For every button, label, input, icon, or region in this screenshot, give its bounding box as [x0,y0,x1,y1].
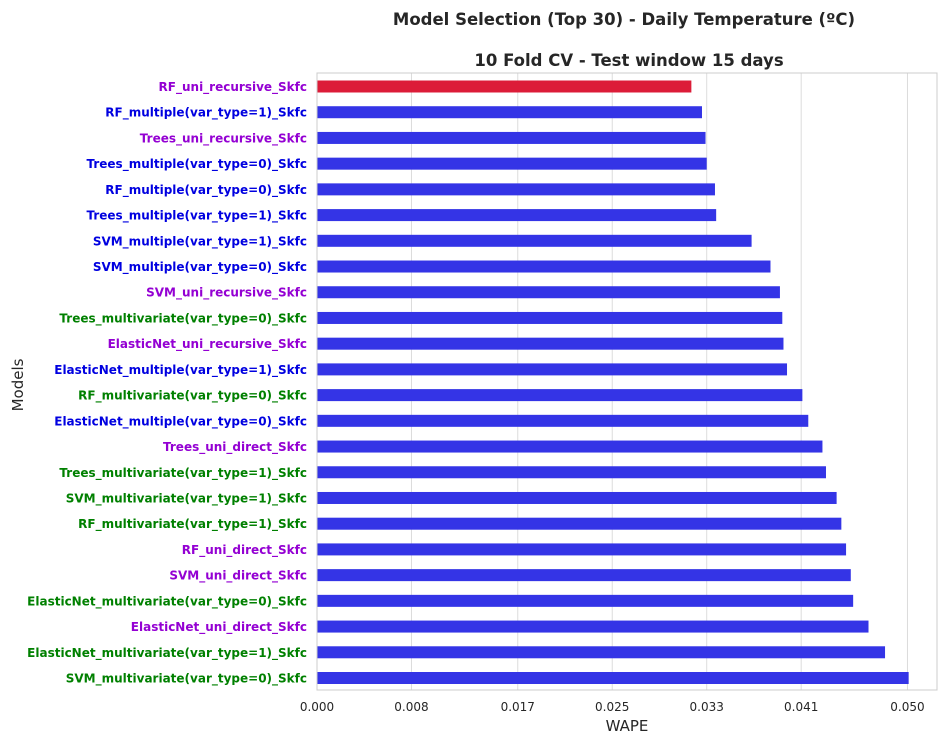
bar [317,106,702,119]
category-label: SVM_multiple(var_type=1)_Skfc [93,234,307,249]
bar [317,517,842,530]
category-label: ElasticNet_uni_recursive_Skfc [108,337,307,352]
category-label: ElasticNet_multivariate(var_type=0)_Skfc [27,594,307,609]
x-tick-label: 0.041 [784,700,818,714]
bar [317,311,783,324]
category-label: SVM_uni_direct_Skfc [169,569,307,584]
chart-subtitle: 10 Fold CV - Test window 15 days [474,51,783,70]
x-tick-label: 0.017 [501,700,535,714]
y-axis-title: Models [9,358,27,411]
category-label: RF_multivariate(var_type=0)_Skfc [78,389,307,404]
bar [317,260,771,273]
chart-title: Model Selection (Top 30) - Daily Tempera… [393,10,855,29]
category-label: RF_uni_recursive_Skfc [159,80,307,95]
bar [317,157,707,170]
category-label: ElasticNet_multivariate(var_type=1)_Skfc [27,646,307,661]
x-tick-labels: 0.000 0.008 0.017 0.025 0.033 0.041 0.050 [300,700,925,714]
x-tick-label: 0.025 [595,700,629,714]
x-tick-label: 0.033 [690,700,724,714]
bar [317,646,886,659]
category-label: SVM_multivariate(var_type=0)_Skfc [66,672,307,687]
bar [317,543,847,556]
bars [317,80,909,684]
category-label: ElasticNet_uni_direct_Skfc [131,620,307,635]
category-label: SVM_uni_recursive_Skfc [146,286,307,301]
category-label: RF_multiple(var_type=0)_Skfc [105,183,307,198]
bar [317,594,854,607]
bar [317,183,715,196]
bar [317,491,837,504]
bar [317,389,803,402]
plot-frame [316,72,938,691]
category-label: SVM_multiple(var_type=0)_Skfc [93,260,307,275]
category-label: SVM_multivariate(var_type=1)_Skfc [66,491,307,506]
category-label: ElasticNet_multiple(var_type=1)_Skfc [54,363,307,378]
bar [317,80,692,93]
bar [317,620,869,633]
category-label: RF_uni_direct_Skfc [182,543,307,558]
x-axis-title: WAPE [606,717,649,735]
category-label: Trees_multivariate(var_type=0)_Skfc [59,311,307,326]
bar [317,440,823,453]
x-tick-label: 0.008 [394,700,428,714]
category-label: Trees_multivariate(var_type=1)_Skfc [59,466,307,481]
category-label: RF_multivariate(var_type=1)_Skfc [78,517,307,532]
grid-lines [316,73,908,690]
bar [317,209,717,222]
bar [317,286,780,299]
category-labels: RF_uni_recursive_Skfc RF_multiple(var_typ… [27,80,307,687]
category-label: Trees_multiple(var_type=1)_Skfc [86,209,307,224]
category-label: RF_multiple(var_type=1)_Skfc [105,106,307,121]
x-tick-label: 0.050 [890,700,924,714]
bar [317,234,752,247]
bar [317,672,909,684]
x-tick-label: 0.000 [300,700,334,714]
category-label: Trees_uni_direct_Skfc [163,440,307,455]
category-label: ElasticNet_multiple(var_type=0)_Skfc [54,414,307,429]
category-label: Trees_multiple(var_type=0)_Skfc [86,157,307,172]
bar [317,131,706,144]
category-label: Trees_uni_recursive_Skfc [140,131,307,146]
bar [317,337,784,350]
bar [317,414,809,427]
bar [317,363,788,376]
bar [317,466,826,479]
bar [317,569,851,582]
